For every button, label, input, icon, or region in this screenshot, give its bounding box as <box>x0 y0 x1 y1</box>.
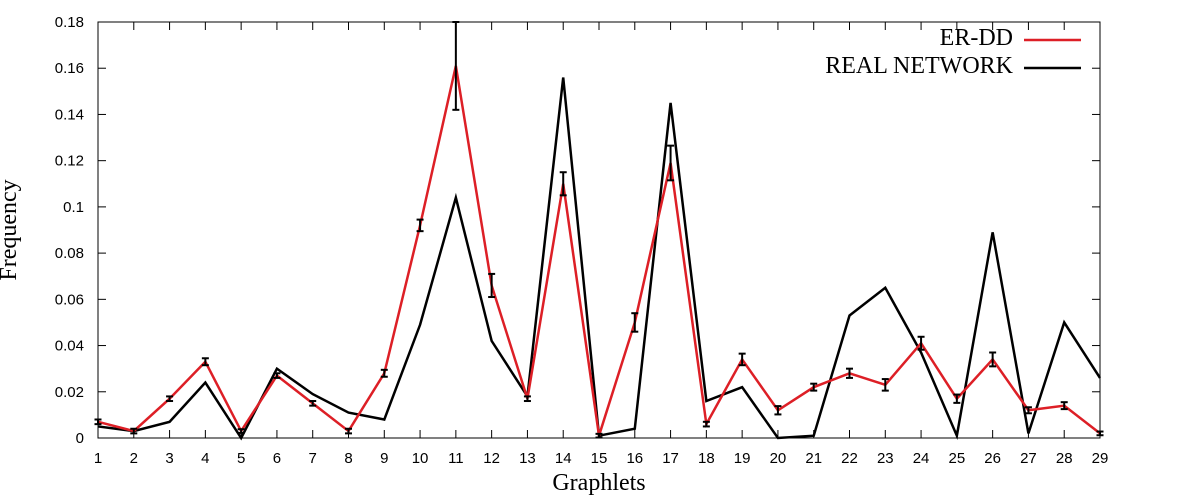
error-bar <box>989 351 997 368</box>
error-bar <box>1060 401 1068 411</box>
x-tick-label: 11 <box>448 450 464 467</box>
plot-border <box>97 21 1101 439</box>
x-tick-label: 13 <box>519 450 536 467</box>
x-tick-label: 4 <box>201 450 209 467</box>
y-tick-label: 0.18 <box>55 14 84 31</box>
x-tick-label: 15 <box>591 450 608 467</box>
error-bar <box>488 272 496 299</box>
error-bar <box>881 378 889 392</box>
x-tick-label: 27 <box>1020 450 1037 467</box>
x-tick-label: 23 <box>877 450 894 467</box>
error-bar <box>94 418 102 426</box>
series-layer <box>94 21 1104 441</box>
x-tick-label: 1 <box>94 450 102 467</box>
x-tick-label: 17 <box>662 450 679 467</box>
x-tick-label: 8 <box>344 450 352 467</box>
error-bar <box>309 400 317 407</box>
x-tick-label: 18 <box>698 450 715 467</box>
x-axis: 1 2 3 4 5 6 7 8 9 10 11 12 13 14 15 16 17 18 19 20 21 22 23 24 2… <box>94 22 1109 467</box>
y-tick-label: 0.16 <box>55 60 84 77</box>
plot-frame <box>97 21 1101 439</box>
y-tick-label: 0.02 <box>55 384 84 401</box>
error-bar <box>774 405 782 416</box>
error-bar <box>237 428 245 434</box>
legend-label-er-dd: ER-DD <box>940 25 1013 51</box>
error-bar <box>667 144 675 182</box>
x-tick-label: 6 <box>273 450 281 467</box>
x-tick-label: 19 <box>734 450 751 467</box>
error-bar <box>345 427 352 435</box>
x-tick-label: 12 <box>483 450 500 467</box>
y-tick-label: 0.12 <box>55 153 84 170</box>
x-tick-label: 3 <box>165 450 173 467</box>
error-bar <box>846 367 853 379</box>
error-bar <box>416 218 424 233</box>
error-bar <box>738 352 746 367</box>
error-bar <box>130 427 138 435</box>
x-tick-label: 29 <box>1092 450 1109 467</box>
y-tick-label: 0.04 <box>55 338 84 355</box>
y-axis: 0 0.02 0.04 0.06 0.08 0.1 0.12 0.14 0.16 0.18 <box>55 14 1100 447</box>
legend: ER-DD REAL NETWORK <box>825 25 1081 79</box>
x-tick-label: 20 <box>770 450 787 467</box>
legend-label-real-network: REAL NETWORK <box>825 53 1013 79</box>
error-bar <box>595 432 603 439</box>
x-tick-label: 26 <box>984 450 1001 467</box>
y-tick-label: 0.06 <box>55 291 84 308</box>
x-tick-label: 14 <box>555 450 572 467</box>
x-tick-label: 10 <box>412 450 429 467</box>
error-bar <box>810 382 818 392</box>
error-bar <box>953 393 961 404</box>
y-tick-label: 0.08 <box>55 245 84 262</box>
x-tick-label: 9 <box>380 450 388 467</box>
error-bar <box>452 21 460 111</box>
y-tick-label: 0.1 <box>63 199 84 216</box>
error-bar <box>523 395 531 403</box>
error-bar <box>380 368 388 378</box>
x-tick-label: 28 <box>1056 450 1073 467</box>
x-tick-label: 24 <box>913 450 930 467</box>
y-axis-title: Frequency <box>0 179 22 280</box>
error-bar <box>166 395 174 403</box>
error-bar <box>702 420 710 428</box>
error-bar <box>631 312 639 333</box>
y-tick-label: 0 <box>76 430 84 447</box>
error-bar <box>273 372 281 379</box>
series-line-real-network <box>97 77 1102 441</box>
error-bar <box>1096 430 1104 437</box>
series-line-er-dd <box>97 65 1101 437</box>
x-tick-label: 5 <box>237 450 245 467</box>
x-tick-label: 21 <box>805 450 822 467</box>
x-tick-label: 22 <box>841 450 858 467</box>
x-tick-label: 7 <box>309 450 317 467</box>
error-bar <box>559 171 567 197</box>
x-tick-label: 25 <box>949 450 966 467</box>
error-bar <box>1024 406 1032 415</box>
x-tick-label: 16 <box>626 450 643 467</box>
x-axis-title: Graphlets <box>552 470 645 496</box>
error-bar <box>917 335 925 351</box>
y-tick-label: 0.14 <box>55 106 84 123</box>
x-tick-label: 2 <box>130 450 138 467</box>
error-bar <box>201 357 209 367</box>
